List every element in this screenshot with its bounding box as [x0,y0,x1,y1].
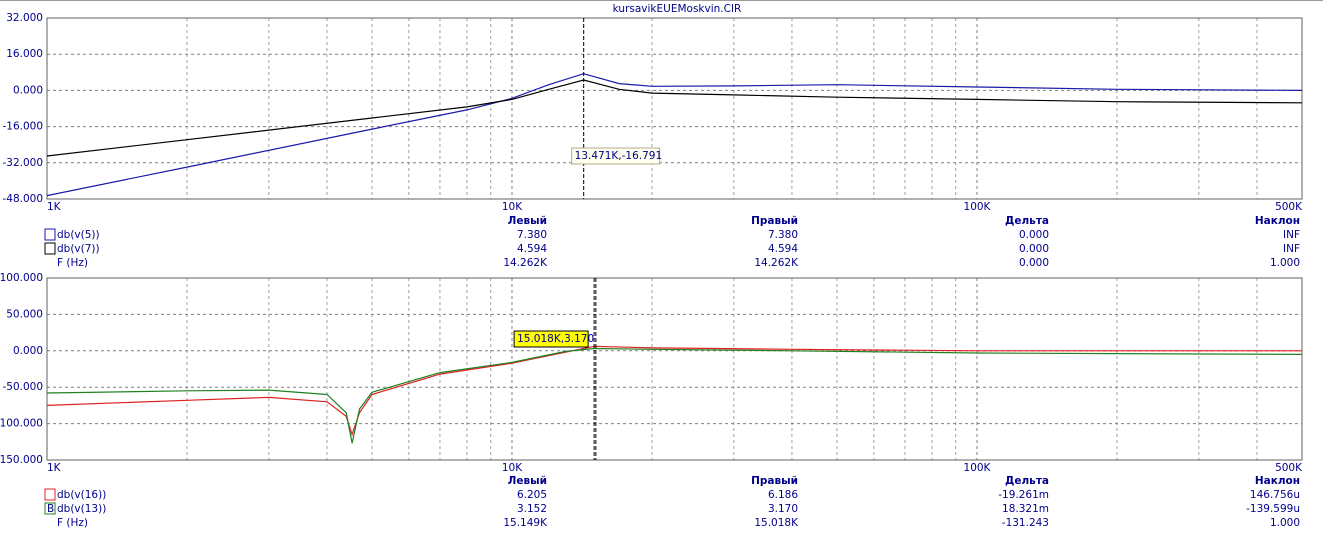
legend-marker: B [47,503,54,515]
plot-border [46,277,1303,461]
readout-header: Дельта [1005,215,1049,227]
readout-label: db(v(5)) [57,229,100,241]
readout-value: 0.000 [1019,257,1049,269]
readout-header: Левый [508,215,547,227]
readout-value: -131.243 [1002,517,1049,529]
readout-value: 15.149K [503,517,548,529]
cursor-tooltip [513,330,589,348]
readout-label: F (Hz) [57,257,88,269]
readout-header: Дельта [1005,475,1049,487]
readout-value: 146.756u [1250,489,1300,501]
series-line [46,347,1303,444]
legend-swatch[interactable] [44,228,56,241]
cursor-tooltip [571,147,661,165]
y-tick-label: 16.000 [6,48,43,60]
series-line [46,79,1303,157]
y-tick-label: -150.000 [0,454,43,466]
y-tick-label: -16.000 [2,121,43,133]
y-tick-label: -32.000 [2,157,43,169]
x-tick-label: 100K [964,462,992,474]
readout-value: -19.261m [998,489,1049,501]
readout-value: 3.170 [768,503,798,515]
readout-label: F (Hz) [57,517,88,529]
window-title: kursavikEUEMoskvin.CIR [613,3,742,15]
readout-value: 0.000 [1019,243,1049,255]
readout-value: INF [1283,243,1300,255]
y-tick-label: 32.000 [6,12,43,24]
readout-header: Правый [751,475,798,487]
readout-value: 6.205 [517,489,547,501]
readout-value: 1.000 [1270,257,1300,269]
x-tick-label: 100K [964,201,992,213]
readout-value: 7.380 [768,229,798,241]
y-tick-label: 0.000 [13,84,43,96]
readout-value: 7.380 [517,229,547,241]
x-tick-label: 500K [1275,462,1303,474]
readout-label: db(v(13)) [57,503,106,515]
readout-value: 14.262K [754,257,799,269]
y-tick-label: -100.000 [0,418,43,430]
legend-swatch[interactable] [44,242,56,255]
x-tick-label: 500K [1275,201,1303,213]
readout-value: 14.262K [503,257,548,269]
readout-value: 1.000 [1270,517,1300,529]
readout-label: db(v(16)) [57,489,106,501]
y-tick-label: -50.000 [2,381,43,393]
readout-value: INF [1283,229,1300,241]
readout-value: 4.594 [768,243,798,255]
cursor-tooltip-text: 15.018K,3.170 [517,333,594,345]
readout-header: Правый [751,215,798,227]
cursor-tooltip-text: 13.471K,-16.791 [575,150,663,162]
y-tick-label: 50.000 [6,308,43,320]
readout-value: 4.594 [517,243,547,255]
readout-value: 15.018K [754,517,799,529]
y-tick-label: -48.000 [2,193,43,205]
readout-value: 6.186 [768,489,798,501]
legend-swatch[interactable] [44,502,56,515]
readout-header: Наклон [1255,215,1300,227]
x-tick-label: 1K [47,201,62,213]
plot-border [46,17,1303,200]
x-tick-label: 10K [502,201,523,213]
x-tick-label: 10K [502,462,523,474]
y-tick-label: 100.000 [0,272,43,284]
series-line [46,73,1303,197]
legend-swatch[interactable] [44,488,56,501]
readout-value: -139.599u [1246,503,1300,515]
readout-header: Наклон [1255,475,1300,487]
readout-header: Левый [508,475,547,487]
x-tick-label: 1K [47,462,62,474]
readout-value: 0.000 [1019,229,1049,241]
y-tick-label: 0.000 [13,345,43,357]
readout-value: 18.321m [1002,503,1049,515]
series-line [46,345,1302,437]
readout-value: 3.152 [517,503,547,515]
readout-label: db(v(7)) [57,243,100,255]
